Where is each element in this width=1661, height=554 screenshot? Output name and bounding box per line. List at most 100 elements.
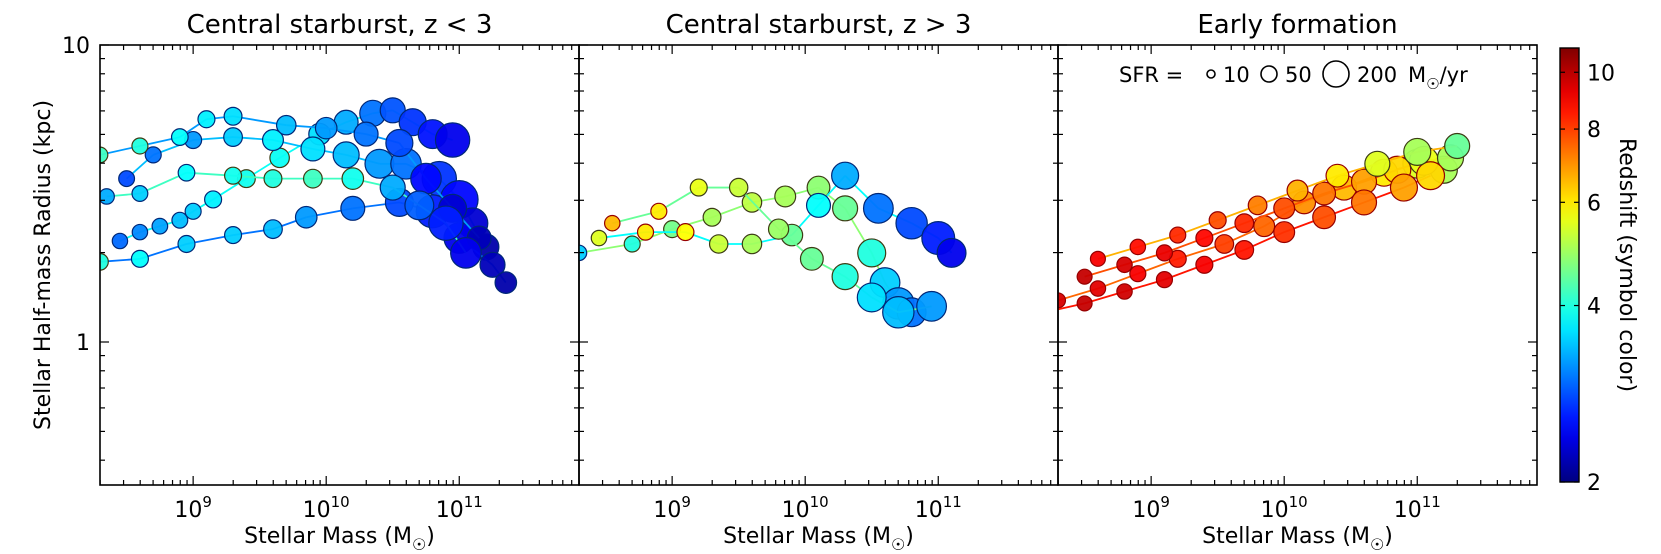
data-point xyxy=(774,185,797,208)
data-point xyxy=(1195,255,1214,274)
x-tick-label: 1011 xyxy=(915,493,962,523)
data-point xyxy=(100,252,109,271)
data-point xyxy=(494,271,518,294)
legend-symbol xyxy=(1206,69,1216,79)
y-tick-label: 10 xyxy=(62,34,90,59)
data-point xyxy=(882,296,915,329)
data-point xyxy=(895,206,928,240)
data-point xyxy=(332,141,360,169)
data-point xyxy=(676,223,695,242)
x-tick-label: 1011 xyxy=(1394,493,1441,523)
data-point xyxy=(916,290,948,322)
data-point xyxy=(144,146,162,164)
data-point xyxy=(263,219,283,240)
y-tick-label: 1 xyxy=(76,331,90,356)
data-point xyxy=(702,207,722,227)
data-point xyxy=(131,185,149,202)
panel-title: Central starburst, z < 3 xyxy=(187,10,493,40)
data-point xyxy=(340,195,366,221)
colorbar-tick-label: 10 xyxy=(1587,61,1615,86)
data-point xyxy=(197,110,216,129)
data-point xyxy=(131,223,149,241)
data-point xyxy=(1364,150,1391,177)
data-point xyxy=(856,282,887,313)
data-point xyxy=(1273,197,1296,220)
data-point xyxy=(1389,173,1419,202)
data-point xyxy=(269,147,290,169)
colorbar-tick-label: 2 xyxy=(1587,471,1601,496)
data-point xyxy=(603,214,621,232)
data-point xyxy=(177,163,196,182)
data-point xyxy=(223,166,243,185)
data-point xyxy=(1116,283,1133,300)
data-layer xyxy=(1037,132,1471,319)
data-point xyxy=(1076,295,1093,312)
data-point xyxy=(831,263,859,291)
x-axis-label: Stellar Mass (M☉) xyxy=(1202,524,1393,554)
data-point xyxy=(379,174,406,201)
data-point xyxy=(353,121,379,147)
colorbar-tick-label: 8 xyxy=(1587,118,1601,143)
data-layer xyxy=(579,161,967,329)
data-point xyxy=(623,235,641,253)
legend-label: 200 xyxy=(1357,63,1397,87)
data-point xyxy=(805,192,832,218)
x-tick-label: 109 xyxy=(1132,493,1170,523)
data-point xyxy=(689,178,708,197)
colorbar: 10 8 6 4 2 Redshift (symbol color) xyxy=(1559,47,1639,496)
data-point xyxy=(223,226,243,245)
data-point xyxy=(1234,213,1255,234)
panel-1: Central starburst, z < 3 109 1010 1011 10 1 St… xyxy=(31,10,580,554)
data-point xyxy=(263,169,283,189)
colorbar-gradient xyxy=(1559,47,1580,483)
axes-frame xyxy=(99,44,580,486)
data-point xyxy=(100,188,115,205)
data-point xyxy=(857,238,887,268)
data-point xyxy=(1129,265,1147,283)
panel-title: Early formation xyxy=(1197,10,1397,40)
data-point xyxy=(1234,240,1255,260)
data-point xyxy=(1116,256,1133,274)
data-point xyxy=(184,202,202,220)
data-point xyxy=(1214,234,1235,254)
data-point xyxy=(314,116,338,140)
sfr-legend: SFR = 10 50 200 M☉/yr xyxy=(1119,60,1468,93)
data-point xyxy=(936,237,967,268)
legend-label: 10 xyxy=(1223,63,1250,87)
data-point xyxy=(428,205,464,241)
colorbar-tick-label: 6 xyxy=(1587,191,1601,216)
data-point xyxy=(131,137,149,155)
data-point xyxy=(1195,228,1214,248)
colorbar-tick-label: 4 xyxy=(1587,295,1601,320)
data-point xyxy=(832,195,859,222)
data-point xyxy=(1076,268,1093,285)
data-point xyxy=(171,211,189,229)
panel-2: Central starburst, z > 3 109 1010 1011Stell… xyxy=(578,10,1059,554)
data-point xyxy=(410,162,442,195)
legend-symbol xyxy=(1322,60,1350,88)
legend-symbol xyxy=(1260,65,1278,83)
x-axis-label: Stellar Mass (M☉) xyxy=(723,524,914,554)
data-point xyxy=(728,177,749,198)
data-point xyxy=(650,202,668,220)
data-point xyxy=(1058,292,1067,309)
data-point xyxy=(275,114,297,136)
data-point xyxy=(1208,211,1227,230)
x-tick-label: 1010 xyxy=(1261,493,1308,523)
data-point xyxy=(1273,221,1296,244)
x-tick-label: 109 xyxy=(653,493,691,523)
data-point xyxy=(118,170,136,188)
data-point xyxy=(1037,305,1051,319)
x-tick-label: 1010 xyxy=(782,493,829,523)
data-point xyxy=(294,205,318,229)
data-point xyxy=(385,128,414,158)
legend-prefix: SFR = xyxy=(1119,63,1183,87)
data-point xyxy=(1089,280,1107,297)
data-point xyxy=(130,249,149,268)
panel-title: Central starburst, z > 3 xyxy=(666,10,972,40)
data-point xyxy=(261,129,284,152)
x-axis-label: Stellar Mass (M☉) xyxy=(244,524,435,554)
data-point xyxy=(1286,179,1309,202)
data-point xyxy=(1155,244,1174,262)
